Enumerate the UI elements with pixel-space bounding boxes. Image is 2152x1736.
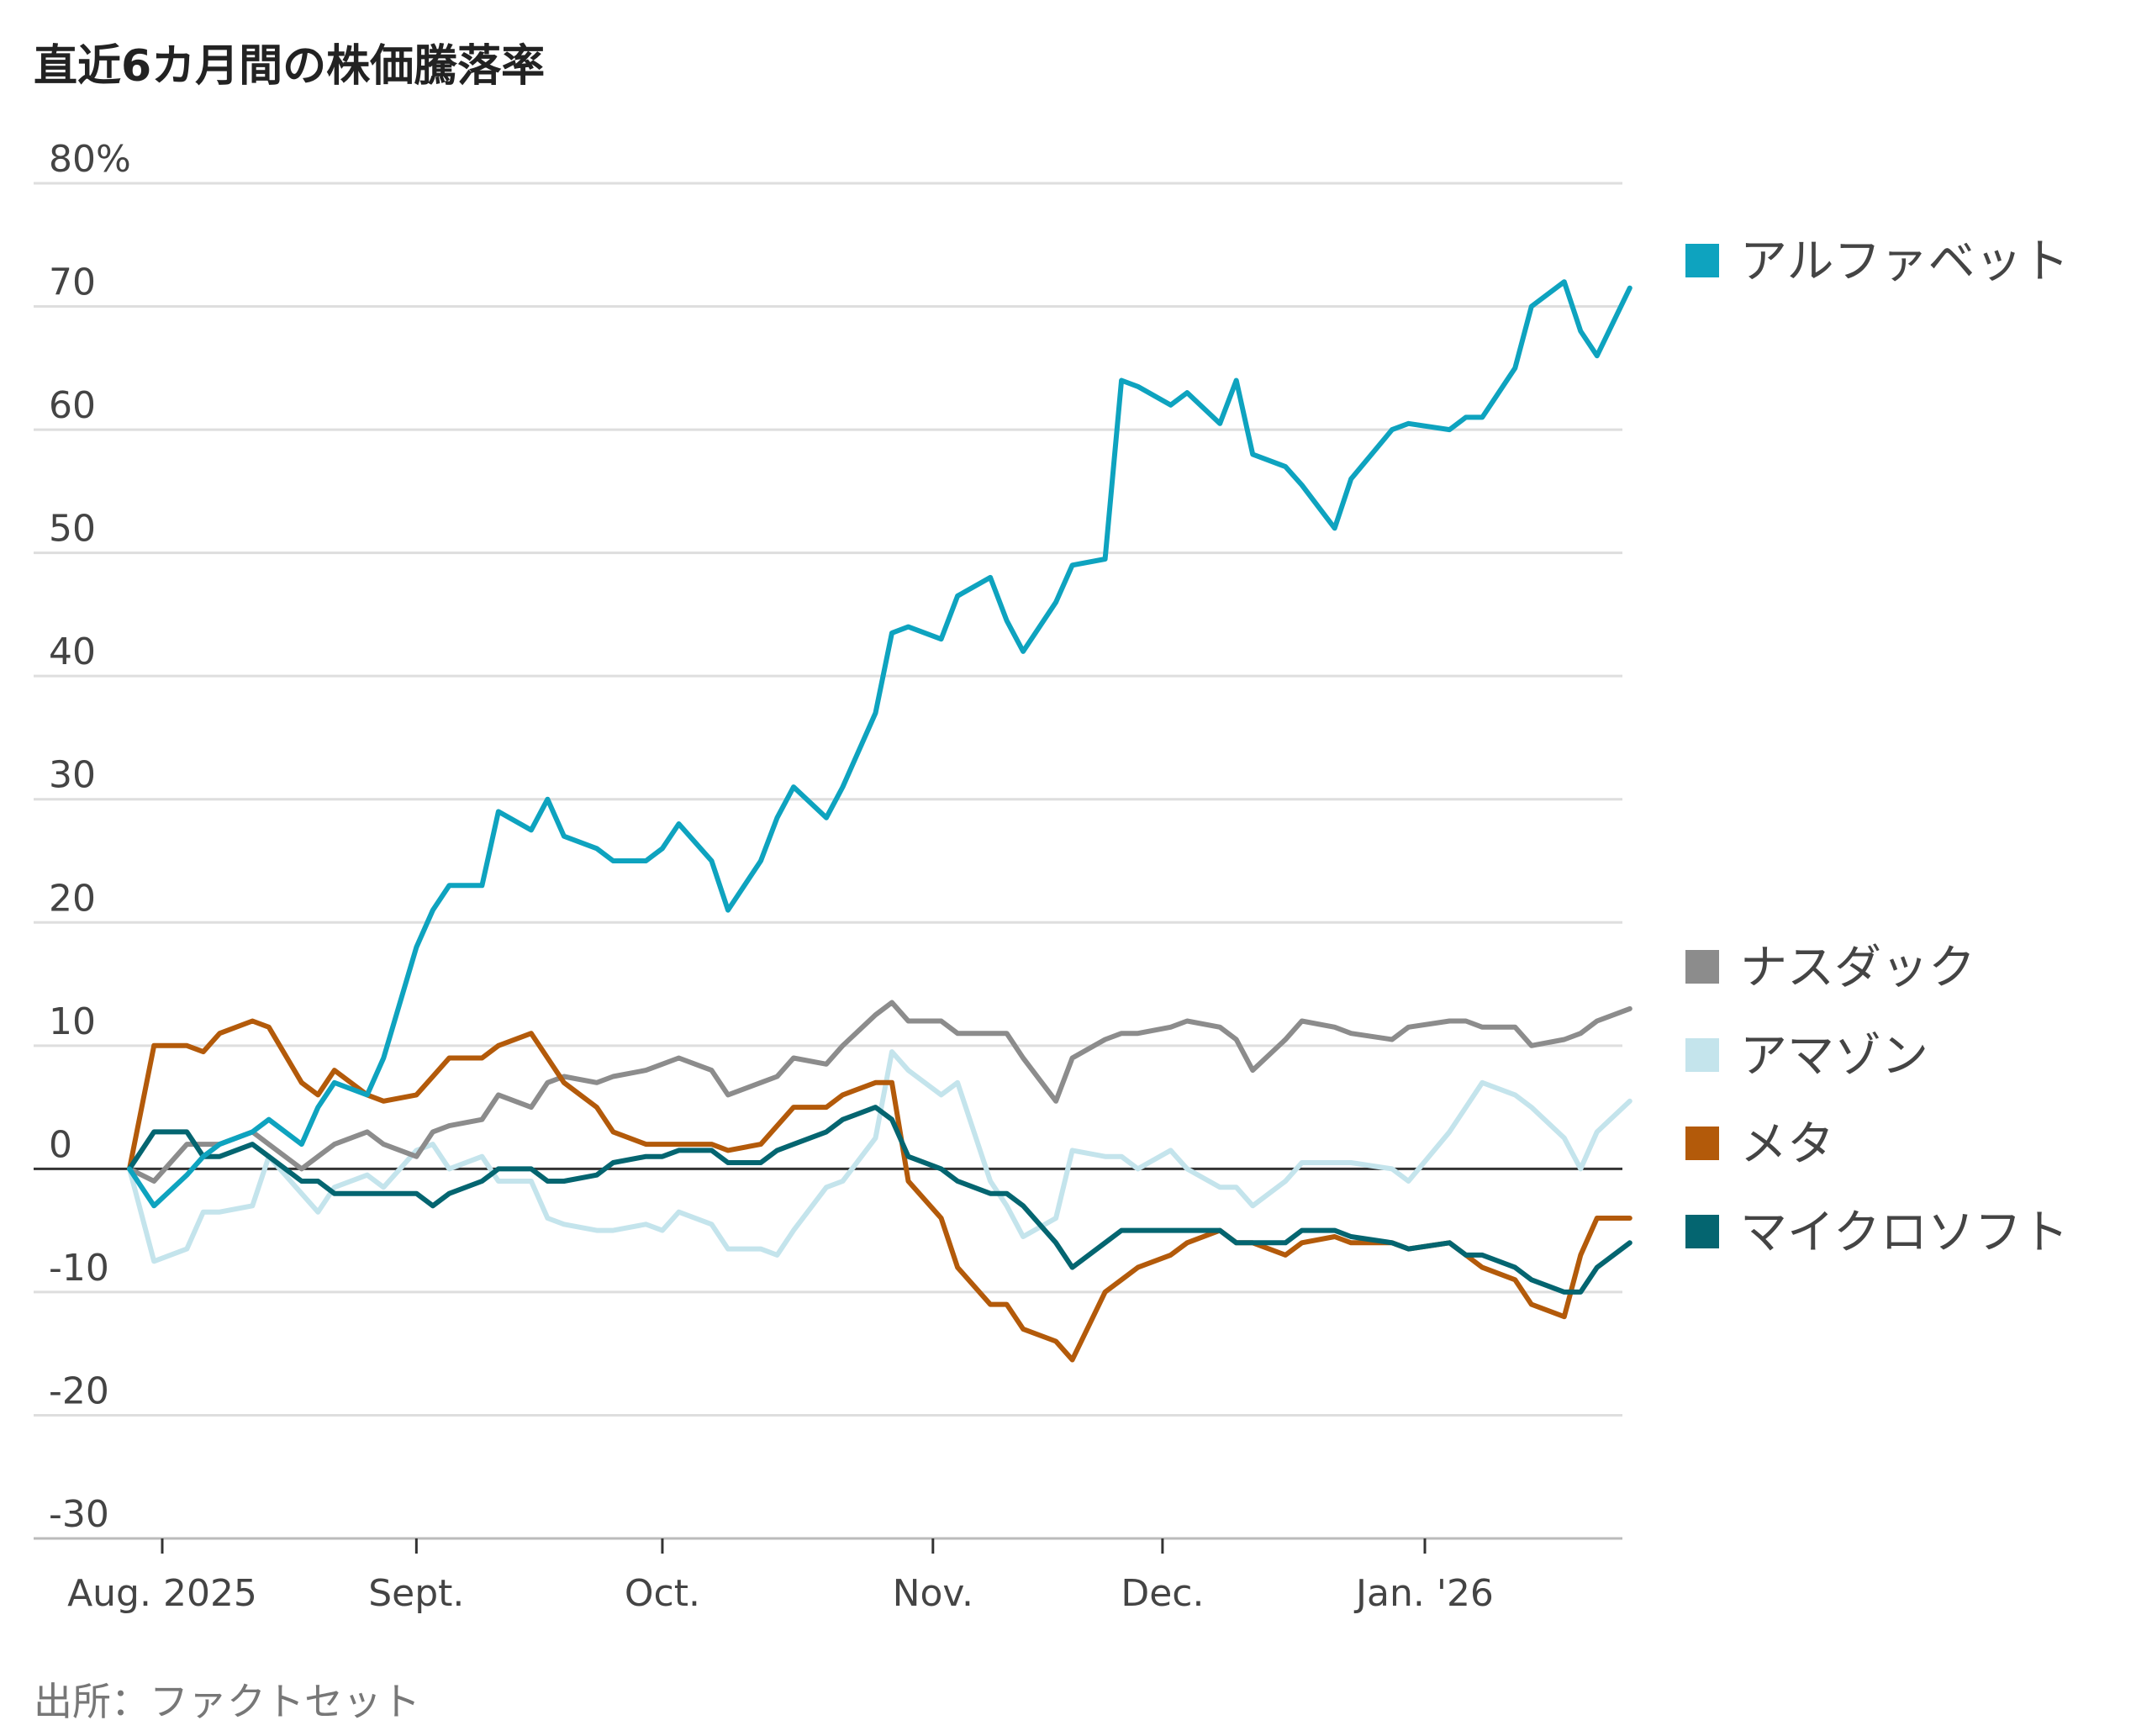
legend-label: メタ [1740,1117,1834,1172]
chart-title: 直近6カ月間の株価騰落率 [34,41,546,92]
series-lines [127,279,1632,1363]
legend-swatch [1685,1038,1719,1072]
y-tick-label: -30 [49,1493,109,1536]
y-tick-label: 0 [49,1123,72,1166]
y-tick-label: 40 [49,631,96,673]
legend-label: アルファベット [1740,235,2069,289]
series-line-2 [127,1049,1632,1264]
y-tick-label: -20 [49,1369,109,1412]
y-axis-labels: 80% 70 60 50 40 30 20 10 0 -10 -20 -30 [49,138,131,1536]
source-note: 出所：ファクトセット [34,1679,420,1724]
series-line-4 [127,1105,1632,1295]
x-tick-label: Jan. '26 [1353,1572,1494,1615]
y-tick-label: 50 [49,508,96,551]
y-tick-label: 10 [49,1000,96,1043]
x-tick-label: Dec. [1121,1572,1204,1615]
series-line-3 [127,1018,1632,1363]
legend-label: ナスダック [1740,941,1975,995]
legend-label: アマゾン [1740,1029,1928,1084]
line-chart: Aug. 2025 Sept. Oct. Nov. Dec. Jan. '26 80% 70… [34,138,2069,1615]
legend-swatch [1685,1215,1719,1248]
x-tick-label: Oct. [625,1572,700,1615]
y-tick-label: 80% [49,138,131,181]
legend-swatch [1685,244,1719,277]
y-tick-label: 60 [49,384,96,427]
y-tick-label: -10 [49,1247,109,1290]
series-line-1 [127,1000,1632,1184]
y-tick-label: 20 [49,877,96,920]
gridlines [34,182,1622,1540]
y-tick-label: 30 [49,754,96,797]
x-tick-label: Aug. 2025 [67,1572,257,1615]
legend-swatch [1685,1127,1719,1160]
x-tick-label: Nov. [893,1572,973,1615]
legend-swatch [1685,950,1719,984]
x-tick-label: Sept. [368,1572,464,1615]
y-tick-label: 70 [49,261,96,304]
x-axis: Aug. 2025 Sept. Oct. Nov. Dec. Jan. '26 [34,1537,1622,1615]
series-line-0 [127,279,1632,1209]
legend-label: マイクロソフト [1740,1206,2069,1260]
